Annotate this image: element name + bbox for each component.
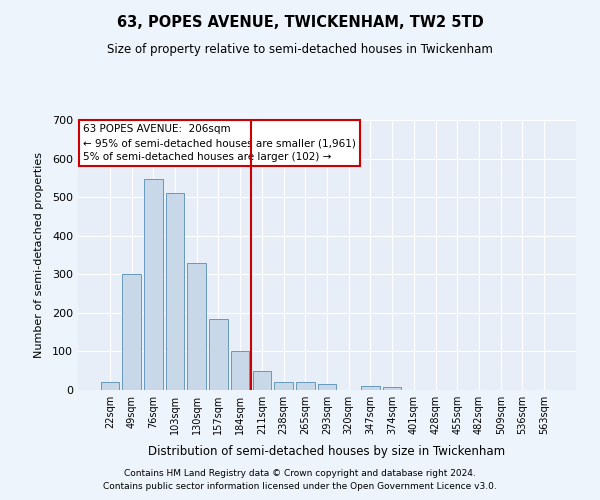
Text: 63 POPES AVENUE:  206sqm
← 95% of semi-detached houses are smaller (1,961)
5% of: 63 POPES AVENUE: 206sqm ← 95% of semi-de… <box>83 124 356 162</box>
Bar <box>209 318 227 390</box>
Text: Size of property relative to semi-detached houses in Twickenham: Size of property relative to semi-detach… <box>107 42 493 56</box>
Y-axis label: Number of semi-detached properties: Number of semi-detached properties <box>34 152 44 358</box>
Text: 63, POPES AVENUE, TWICKENHAM, TW2 5TD: 63, POPES AVENUE, TWICKENHAM, TW2 5TD <box>116 15 484 30</box>
Bar <box>253 372 271 390</box>
Text: Contains public sector information licensed under the Open Government Licence v3: Contains public sector information licen… <box>103 482 497 491</box>
Bar <box>361 386 380 390</box>
Bar <box>274 382 293 390</box>
Bar <box>166 194 184 390</box>
Bar <box>296 382 314 390</box>
Text: Contains HM Land Registry data © Crown copyright and database right 2024.: Contains HM Land Registry data © Crown c… <box>124 468 476 477</box>
Bar <box>318 384 336 390</box>
X-axis label: Distribution of semi-detached houses by size in Twickenham: Distribution of semi-detached houses by … <box>148 446 506 458</box>
Bar <box>122 274 141 390</box>
Bar <box>383 387 401 390</box>
Bar <box>101 382 119 390</box>
Bar <box>231 352 250 390</box>
Bar <box>144 178 163 390</box>
Bar <box>187 262 206 390</box>
